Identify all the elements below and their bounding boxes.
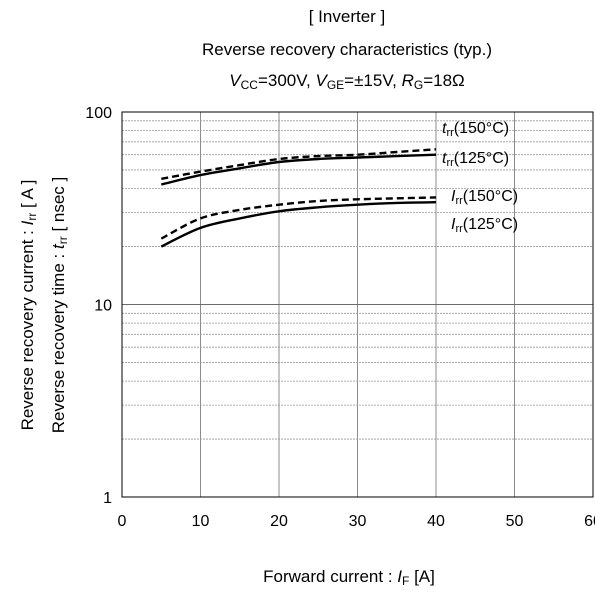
- chart-title-line-1: [ Inverter ]: [309, 7, 386, 26]
- x-tick-labels: 0 10 20 30 40 50 60: [118, 513, 595, 530]
- series-label-irr150: Irr(150°C): [451, 188, 518, 207]
- y-axis-label-time: Reverse recovery time : trr [ nsec ]: [49, 177, 70, 434]
- series-layer: [160, 148, 437, 248]
- x-tick-label: 10: [192, 513, 210, 530]
- x-tick-label: 0: [118, 513, 127, 530]
- x-tick-label: 30: [349, 513, 367, 530]
- plot-frame: [121, 111, 594, 498]
- x-axis-label: Forward current : IF [A]: [263, 567, 435, 588]
- chart-conditions: VCC=300V, VGE=±15V, RG=18Ω: [229, 71, 464, 92]
- y-tick-label: 1: [103, 490, 112, 507]
- y-tick-label: 100: [85, 105, 112, 122]
- y-axis-label-current: Reverse recovery current : Irr [ A ]: [18, 180, 39, 431]
- chart-title-line-2: Reverse recovery characteristics (typ.): [202, 40, 492, 59]
- y-tick-labels: 1 10 100: [85, 105, 112, 507]
- grid: [122, 112, 593, 497]
- series-line-trr125: [161, 153, 437, 186]
- x-tick-label: 40: [427, 513, 445, 530]
- x-tick-label: 20: [270, 513, 288, 530]
- series-line-irr125: [160, 201, 437, 248]
- series-line-trr150: [161, 148, 437, 180]
- x-tick-label: 60: [584, 513, 595, 530]
- y-tick-label: 10: [94, 298, 112, 315]
- series-label-trr125: trr(125°C): [442, 150, 509, 169]
- series-line-irr150: [160, 196, 437, 240]
- series-label-irr125: Irr(125°C): [451, 216, 518, 235]
- series-label-trr150: trr(150°C): [442, 120, 509, 139]
- x-tick-label: 50: [506, 513, 524, 530]
